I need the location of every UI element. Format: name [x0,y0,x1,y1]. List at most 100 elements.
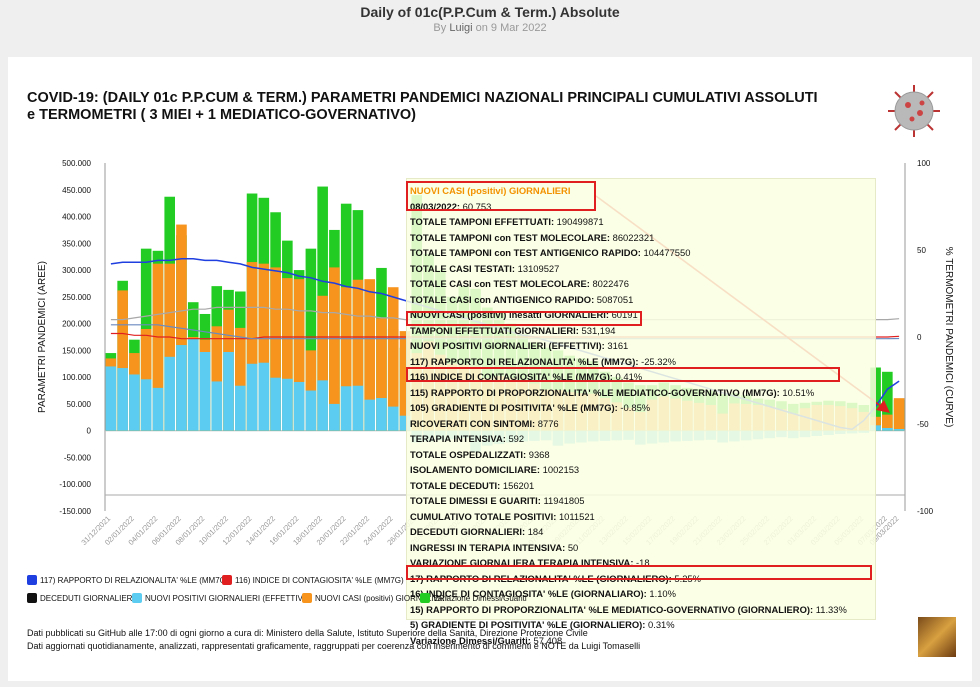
bar [187,338,199,431]
tooltip-value: 60191 [608,309,638,320]
tooltip-box [406,178,876,620]
y2-axis-title: % TERMOMETRI PANDEMICI (CURVE) [943,247,954,428]
bar [293,381,305,431]
legend-item[interactable]: DECEDUTI GIORNALIERI [27,593,135,603]
bar [258,263,270,431]
author-logo [918,617,956,657]
tooltip-row: NUOVI POSITIVI GIORNALIERI (EFFETTIVI): … [410,338,847,354]
tooltip-label: TOTALE DIMESSI E GUARITI: [410,495,541,506]
legend-swatch [27,593,37,603]
tooltip-label: 5) GRADIENTE DI POSITIVITA' %LE (GIORNAL… [410,619,646,630]
tooltip-label: 16) INDICE DI CONTAGIOSITA' %LE (GIORNAL… [410,588,647,599]
legend-item[interactable]: 117) RAPPORTO DI RELAZIONALITA' %LE (MM7… [27,575,229,585]
tooltip-value: 531,194 [578,324,616,336]
bar [364,279,375,431]
byline-prefix: By [433,22,447,34]
bar [140,379,152,431]
y-tick-label: -50.000 [64,453,92,462]
tooltip-value: 156201 [500,479,535,491]
tooltip-row: CUMULATIVO TOTALE POSITIVI: 1011521 [410,509,847,525]
bar [329,267,340,431]
y-tick-label: 400.000 [62,213,91,222]
tooltip-label: TOTALE CASI TESTATI: [410,262,516,274]
bar [246,363,258,431]
bar [317,380,328,431]
annotation-arrowhead [876,400,890,413]
footer-line-2: Dati aggiornati quotidianamente, analizz… [27,641,641,651]
y-tick-label: 0 [87,427,92,436]
tooltip-row: TERAPIA INTENSIVA: 592 [410,431,847,447]
tooltip-row: TOTALE CASI con ANTIGENICO RAPIDO: 50870… [410,292,847,308]
tooltip-row: NUOVI CASI (positivi) GIORNALIERI [410,183,847,199]
legend-label: 117) RAPPORTO DI RELAZIONALITA' %LE (MM7… [40,575,229,585]
tooltip-row: DECEDUTI GIORNALIERI: 184 [410,524,847,540]
highlight-proporzionalita-giornaliero [406,565,872,580]
bar [282,378,293,431]
tooltip-row: TAMPONI EFFETTUATI GIORNALIERI: 531,194 [410,323,847,339]
bar [282,278,293,431]
tooltip-label: 15) RAPPORTO DI PROPORZIONALITA' %LE MED… [410,603,814,615]
bar [176,224,187,431]
y-tick-label: 350.000 [62,239,91,248]
byline-date: on 9 Mar 2022 [475,22,547,34]
tooltip-value: 1.10% [646,588,676,599]
legend-item[interactable]: Variazione Dimessi/Guariti [420,593,527,603]
tooltip-label: ISOLAMENTO DOMICILIARE: [410,464,541,475]
chart-heading: COVID-19: (DAILY 01c P.P.CUM & TERM.) PA… [27,90,818,123]
tooltip-row: 115) RAPPORTO DI PROPORZIONALITA' %LE ME… [410,385,847,401]
legend-swatch [132,593,142,603]
bar [882,371,893,431]
bar [105,366,117,431]
bar [235,327,246,431]
legend-label: NUOVI POSITIVI GIORNALIERI (EFFETTIVI) [145,593,308,603]
tooltip-label: 116) INDICE DI CONTAGIOSITA' %LE (MM7G): [410,371,613,382]
y-tick-label: 150.000 [62,346,91,355]
bar [117,368,128,431]
y2-tick-label: 0 [917,333,922,342]
page-title: Daily of 01c(P.P.Cum & Term.) Absolute [360,4,620,20]
bar [258,362,270,431]
tooltip-label: NUOVI CASI (positivi) GIORNALIERI [410,185,571,196]
tooltip-label: TOTALE CASI con TEST MOLECOLARE: [410,278,590,289]
bar [152,387,164,431]
bar [387,287,399,431]
tooltip-label: CUMULATIVO TOTALE POSITIVI: [410,510,557,522]
tooltip-row: 116) INDICE DI CONTAGIOSITA' %LE (MM7G):… [410,369,847,385]
y2-tick-label: 100 [917,159,931,168]
tooltip-value: 5087051 [594,293,634,305]
tooltip-value: 11.33% [813,603,847,615]
footer-notes: Dati pubblicati su GitHub alle 17:00 di … [27,627,640,653]
legend-item[interactable]: NUOVI POSITIVI GIORNALIERI (EFFETTIVI) [132,593,308,603]
tooltip-value: -0.85% [617,402,651,413]
tooltip-label: INGRESSI IN TERAPIA INTENSIVA: [410,541,566,553]
tooltip-row: TOTALE CASI TESTATI: 13109527 [410,261,847,277]
tooltip-row: Variazione Dimessi/Guariti: 57,408 [410,633,847,649]
bar [340,287,352,431]
virus-icon [888,85,940,137]
tooltip-label: TOTALE DECEDUTI: [410,479,501,491]
legend-swatch [222,575,232,585]
footer-line-1: Dati pubblicati su GitHub alle 17:00 di … [27,628,588,638]
legend-item[interactable]: NUOVI CASI (positivi) GIORNALIERI [302,593,447,603]
bar [270,377,281,431]
bar [317,295,328,431]
highlight-proporzionalita-mm7g [406,367,840,382]
bar [376,398,387,431]
bar [882,414,893,431]
bar [352,385,364,431]
bar [152,263,164,431]
bar [364,399,375,431]
tooltip-label: RICOVERATI CON SINTOMI: [410,417,536,429]
tooltip-row: 15) RAPPORTO DI PROPORZIONALITA' %LE MED… [410,602,847,618]
legend-swatch [27,575,37,585]
bar [223,351,234,431]
bar [164,356,175,431]
tooltip-row: TOTALE CASI con TEST MOLECOLARE: 8022476 [410,276,847,292]
author-link[interactable]: Luigi [449,22,473,34]
tooltip-row: 16) INDICE DI CONTAGIOSITA' %LE (GIORNAL… [410,586,847,602]
tooltip-value: 57,408 [530,634,563,646]
bar [893,398,905,431]
tooltip-row: TOTALE DIMESSI E GUARITI: 11941805 [410,493,847,509]
legend-item[interactable]: 116) INDICE DI CONTAGIOSITA' %LE (MM7G) [222,575,404,585]
bar [387,406,399,431]
